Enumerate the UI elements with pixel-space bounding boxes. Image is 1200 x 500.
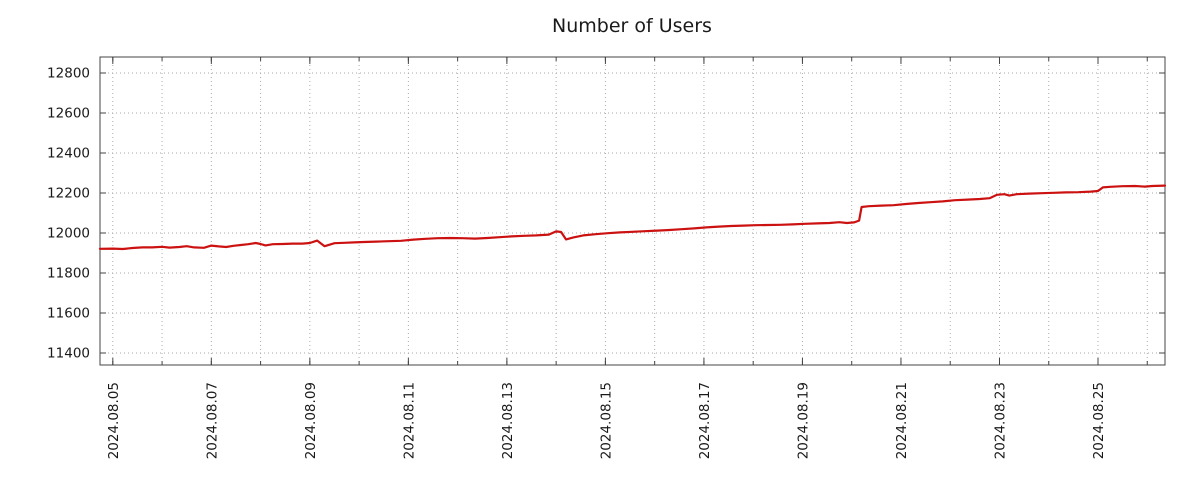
y-axis-tick-label: 11600 [47,306,90,322]
x-axis-tick-label: 2024.08.15 [598,382,614,459]
chart-title: Number of Users [552,15,712,37]
x-axis-tick-label: 2024.08.23 [992,382,1008,459]
x-axis-tick-label: 2024.08.19 [795,382,811,459]
plot-border [99,56,1166,366]
x-axis-tick-label: 2024.08.11 [401,382,417,459]
y-axis-tick-label: 12600 [47,106,90,122]
x-axis-tick-label: 2024.08.05 [106,382,122,459]
x-axis-tick-label: 2024.08.07 [204,382,220,459]
x-axis-tick-label: 2024.08.25 [1091,382,1107,459]
y-axis-tick-label: 12800 [47,66,90,82]
y-axis-tick-label: 11800 [47,266,90,282]
x-axis-tick-label: 2024.08.21 [894,382,910,459]
y-axis-tick-label: 12000 [47,226,90,242]
y-axis-tick-label: 11400 [47,346,90,362]
y-axis-tick-label: 12200 [47,186,90,202]
x-axis-tick-label: 2024.08.09 [303,382,319,459]
y-axis-tick-label: 12400 [47,146,90,162]
x-axis-tick-label: 2024.08.13 [500,382,516,459]
users-line-series [98,184,1167,251]
x-axis-tick-label: 2024.08.17 [697,382,713,459]
